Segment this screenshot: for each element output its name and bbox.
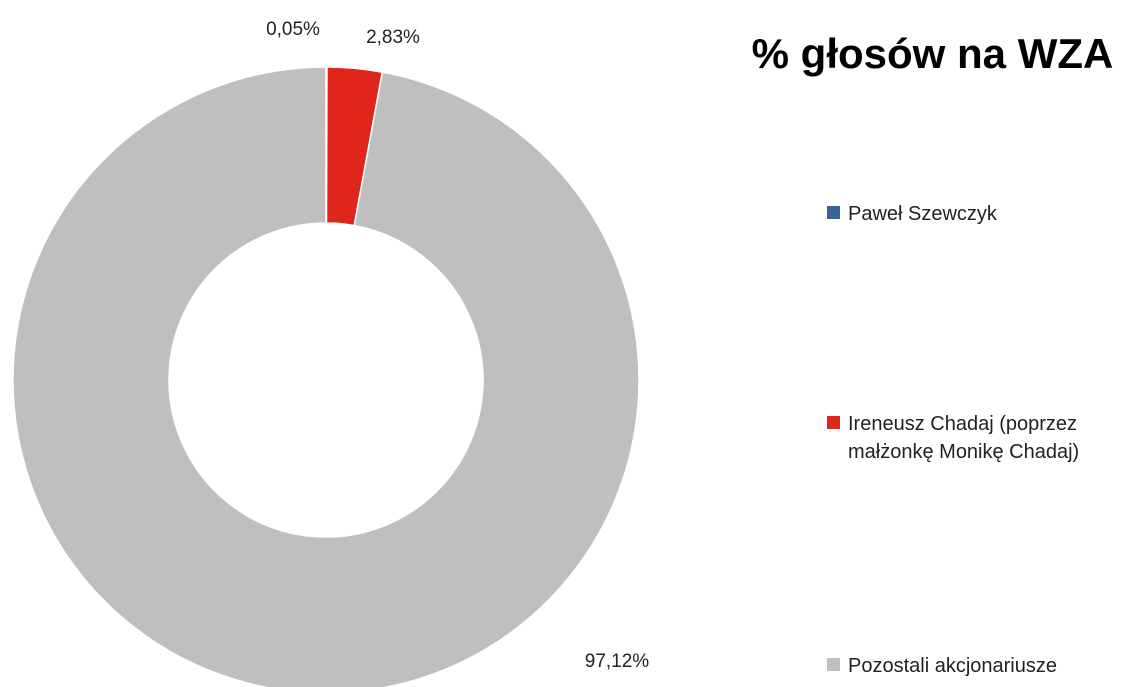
legend-label-pawel-szewczyk: Paweł Szewczyk xyxy=(848,203,997,225)
legend-item-pozostali-akcjonariusze[interactable]: Pozostali akcjonariusze xyxy=(827,652,1128,680)
data-label-pozostali-akcjonariusze: 97,12% xyxy=(585,651,650,672)
legend-swatch-ireneusz-chadaj xyxy=(827,416,840,429)
data-label-pawel-szewczyk: 0,05% xyxy=(266,19,320,40)
legend: Paweł Szewczyk Ireneusz Chadaj (poprzez … xyxy=(827,0,1127,687)
legend-label-pozostali-akcjonariusze: Pozostali akcjonariusze xyxy=(848,655,1057,677)
data-label-ireneusz-chadaj-poprzez-malzonke-monike-chadaj: 2,83% xyxy=(366,27,420,48)
legend-label-ireneusz-chadaj: Ireneusz Chadaj (poprzez małżonkę Monikę… xyxy=(848,413,1080,463)
slice-pozostali-akcjonariusze[interactable] xyxy=(12,66,640,687)
legend-item-ireneusz-chadaj[interactable]: Ireneusz Chadaj (poprzez małżonkę Monikę… xyxy=(827,410,1123,466)
legend-swatch-pawel-szewczyk xyxy=(827,206,840,219)
data-labels: 0,05% 2,83% 97,12% xyxy=(266,19,649,672)
legend-swatch-pozostali-akcjonariusze xyxy=(827,658,840,671)
legend-item-pawel-szewczyk[interactable]: Paweł Szewczyk xyxy=(827,200,1128,228)
donut-slices xyxy=(12,66,640,687)
donut-chart: 0,05% 2,83% 97,12% xyxy=(12,19,649,687)
chart-title: % głosów na WZA xyxy=(751,30,1114,77)
